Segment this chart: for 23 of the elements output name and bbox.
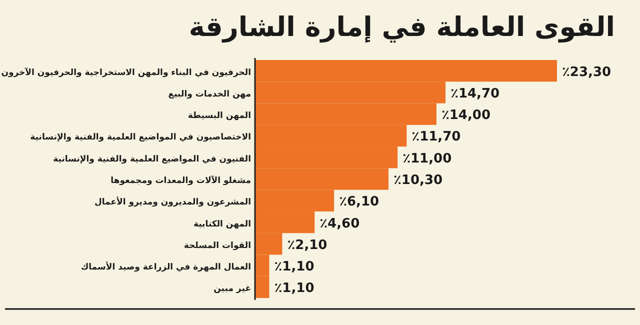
y-tick-label: غير مبين — [214, 284, 251, 294]
data-label: ٪6,10 — [339, 194, 380, 210]
data-label: ٪11,00 — [402, 151, 452, 166]
chart-title: القوى العاملة في إمارة الشارقة — [188, 12, 615, 43]
data-label: ٪14,00 — [441, 108, 491, 124]
y-tick-label: الفنيون في المواضيع العلمية والفنية والإنسانية — [53, 154, 252, 164]
y-tick-label: العمال المهرة في الزراعة وصيد الأسماك — [80, 260, 252, 273]
data-label: ٪11,70 — [412, 130, 461, 145]
y-tick-label: المهن البسيطة — [188, 111, 252, 122]
data-label: ٪1,10 — [274, 260, 314, 275]
data-label: ٪4,60 — [320, 216, 360, 232]
y-tick-label: مشغلو الآلات والمعدات ومجمعوها — [110, 175, 251, 186]
data-label: ٪23,30 — [562, 64, 612, 80]
y-tick-label: الاختصاصيون في المواضيع العلمية والفنية والإنسانية — [30, 132, 252, 143]
data-label: ٪10,30 — [394, 173, 443, 188]
y-tick-label: القوات المسلحة — [184, 240, 252, 251]
y-tick-label: الحرفيون في البناء والمهن الاستخراجية والحرفيون الآخرون — [1, 66, 252, 78]
data-label: ٪1,10 — [274, 281, 314, 296]
y-tick-label: المشرعون والمديرون ومديرو الأعمال — [94, 196, 252, 208]
data-label: ٪2,10 — [287, 238, 328, 253]
y-tick-label: المهن الكتابية — [193, 219, 252, 230]
data-label: ٪14,70 — [450, 86, 500, 102]
y-tick-label: مهن الخدمات والبيع — [168, 89, 251, 100]
